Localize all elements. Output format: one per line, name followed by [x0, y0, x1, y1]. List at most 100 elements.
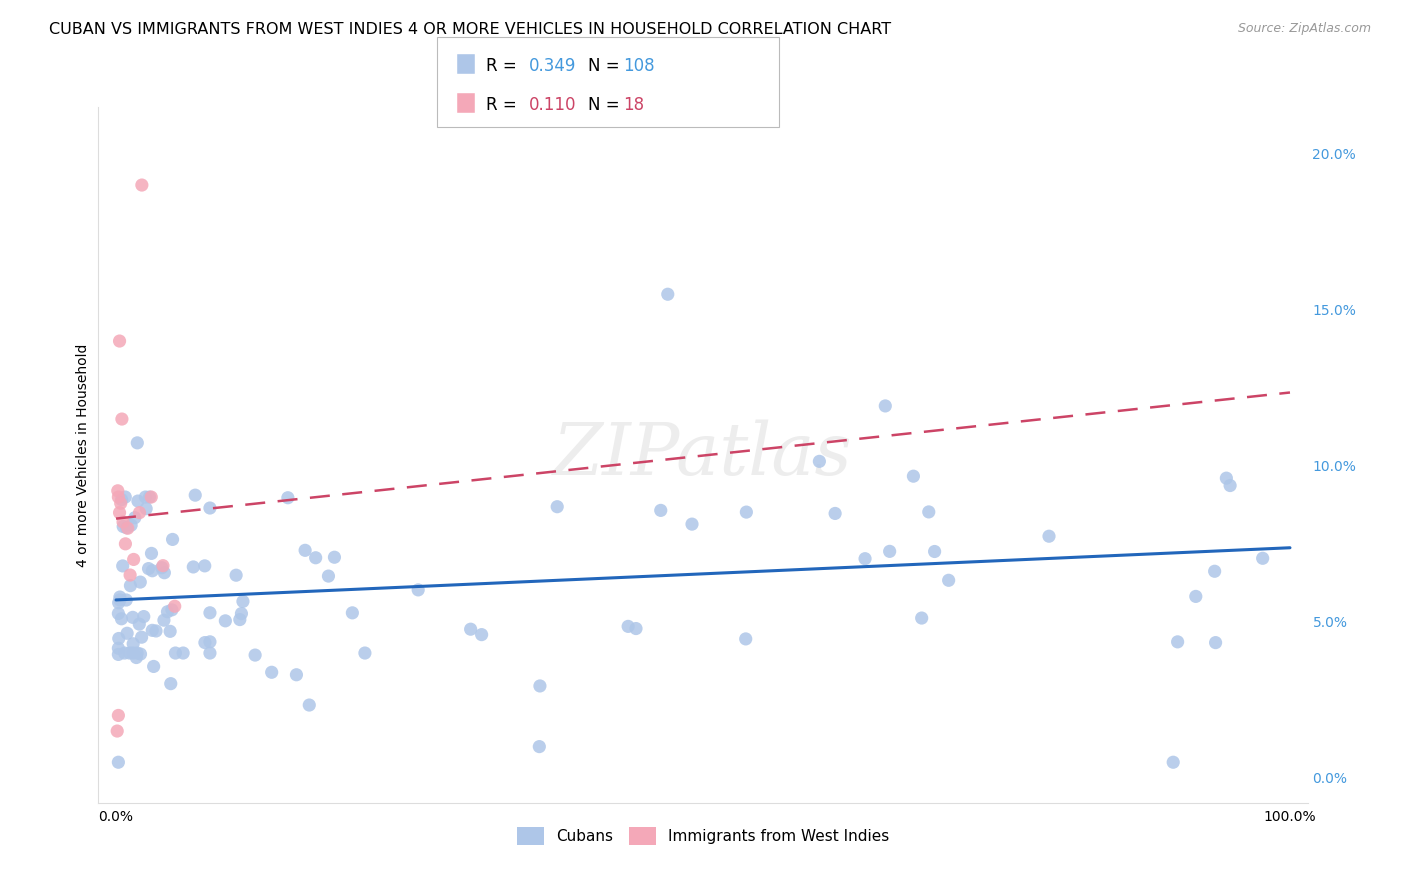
Point [529, 679, 551, 693]
Point [198, 635, 221, 649]
Point [108, 334, 131, 348]
Point [115, 593, 138, 607]
Point [225, 568, 247, 582]
Point [918, 505, 941, 519]
Point [121, 610, 143, 624]
Point [111, 558, 134, 573]
Point [150, 560, 173, 574]
Point [624, 622, 647, 636]
Point [131, 630, 153, 644]
Point [305, 550, 328, 565]
Point [181, 560, 204, 574]
Point [285, 667, 308, 681]
Legend: Cubans, Immigrants from West Indies: Cubans, Immigrants from West Indies [510, 821, 896, 851]
Point [277, 491, 299, 505]
Point [114, 537, 136, 551]
Point [924, 544, 946, 558]
Point [342, 606, 364, 620]
Text: 18: 18 [623, 96, 644, 114]
Point [127, 646, 149, 660]
Point [938, 574, 960, 588]
Point [231, 607, 253, 621]
Point [650, 503, 672, 517]
Point [124, 510, 146, 524]
Point [159, 624, 181, 639]
Point [460, 622, 482, 636]
Text: N =: N = [588, 96, 624, 114]
Point [122, 637, 145, 651]
Point [243, 648, 266, 662]
Point [138, 490, 160, 504]
Point [107, 607, 129, 621]
Point [152, 558, 174, 573]
Point [853, 551, 876, 566]
Point [471, 627, 494, 641]
Point [107, 641, 129, 656]
Point [172, 646, 194, 660]
Point [875, 399, 897, 413]
Point [107, 708, 129, 723]
Point [107, 632, 129, 646]
Point [108, 506, 131, 520]
Point [135, 501, 157, 516]
Text: Source: ZipAtlas.com: Source: ZipAtlas.com [1237, 22, 1371, 36]
Point [260, 665, 283, 680]
Point [120, 518, 142, 533]
Point [128, 506, 150, 520]
Point [194, 635, 217, 649]
Point [681, 517, 703, 532]
Point [107, 648, 129, 662]
Point [1215, 471, 1237, 485]
Point [107, 490, 129, 504]
Point [125, 650, 148, 665]
Point [129, 647, 152, 661]
Point [153, 613, 176, 627]
Point [879, 544, 901, 558]
Point [214, 614, 236, 628]
Point [294, 543, 316, 558]
Point [1184, 590, 1206, 604]
Point [911, 611, 934, 625]
Point [734, 632, 756, 646]
Point [110, 496, 132, 510]
Point [114, 646, 136, 660]
Text: R =: R = [486, 96, 523, 114]
Point [318, 569, 340, 583]
Point [141, 546, 163, 560]
Point [108, 593, 131, 607]
Point [120, 568, 142, 582]
Point [128, 617, 150, 632]
Point [117, 521, 139, 535]
Point [105, 724, 128, 739]
Point [141, 564, 163, 578]
Y-axis label: 4 or more Vehicles in Household: 4 or more Vehicles in Household [76, 343, 90, 566]
Text: N =: N = [588, 57, 624, 75]
Point [1205, 635, 1227, 649]
Point [406, 582, 429, 597]
Point [110, 612, 132, 626]
Point [107, 756, 129, 770]
Point [903, 469, 925, 483]
Point [127, 494, 149, 508]
Point [132, 609, 155, 624]
Point [127, 435, 149, 450]
Point [298, 698, 321, 712]
Point [108, 590, 131, 604]
Text: R =: R = [486, 57, 523, 75]
Point [824, 507, 846, 521]
Point [115, 626, 138, 640]
Point [808, 454, 831, 468]
Point [141, 624, 163, 638]
Text: 108: 108 [623, 57, 654, 75]
Point [141, 490, 163, 504]
Point [159, 676, 181, 690]
Point [198, 606, 221, 620]
Point [122, 552, 145, 566]
Text: 0.110: 0.110 [529, 96, 576, 114]
Point [160, 603, 183, 617]
Point [1161, 756, 1184, 770]
Text: 0.349: 0.349 [529, 57, 576, 75]
Text: CUBAN VS IMMIGRANTS FROM WEST INDIES 4 OR MORE VEHICLES IN HOUSEHOLD CORRELATION: CUBAN VS IMMIGRANTS FROM WEST INDIES 4 O… [49, 22, 891, 37]
Point [1251, 551, 1274, 566]
Point [114, 490, 136, 504]
